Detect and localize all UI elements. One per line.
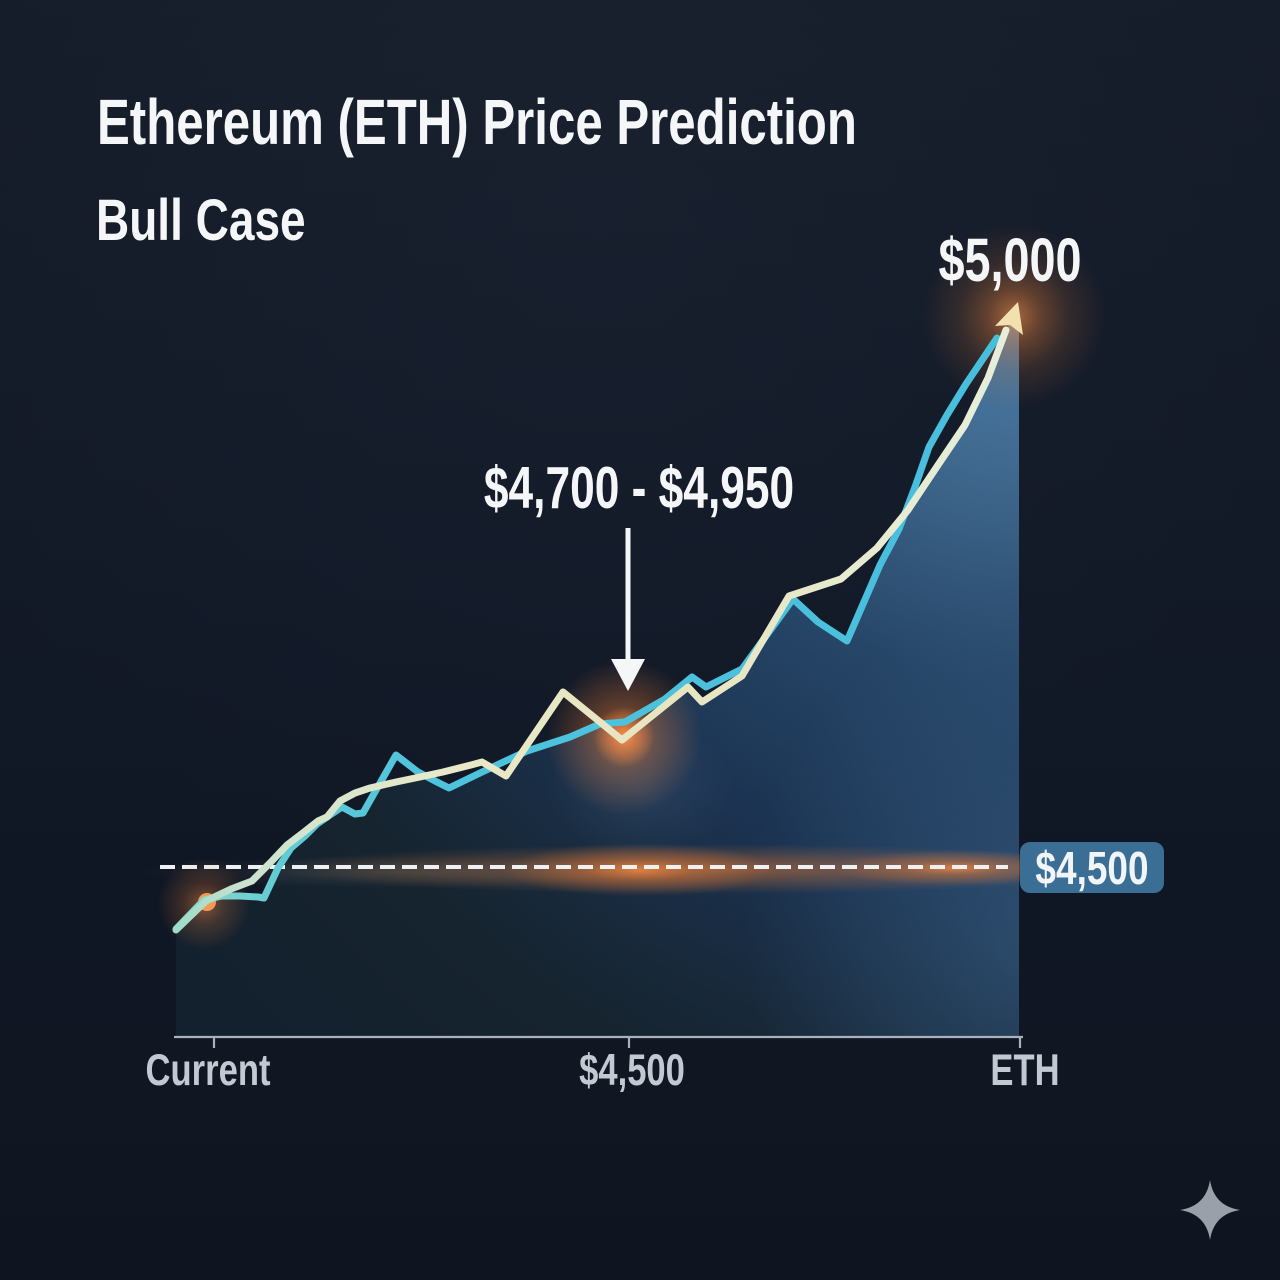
svg-text:Bull Case: Bull Case (96, 188, 306, 254)
svg-text:$4,500: $4,500 (1035, 842, 1148, 894)
svg-text:$4,700 - $4,950: $4,700 - $4,950 (484, 455, 794, 522)
svg-text:Current: Current (146, 1046, 271, 1095)
svg-text:$5,000: $5,000 (938, 226, 1081, 294)
svg-text:$4,500: $4,500 (579, 1046, 685, 1095)
svg-text:Ethereum (ETH) Price Predictio: Ethereum (ETH) Price Prediction (97, 87, 857, 159)
svg-text:ETH: ETH (990, 1046, 1059, 1095)
